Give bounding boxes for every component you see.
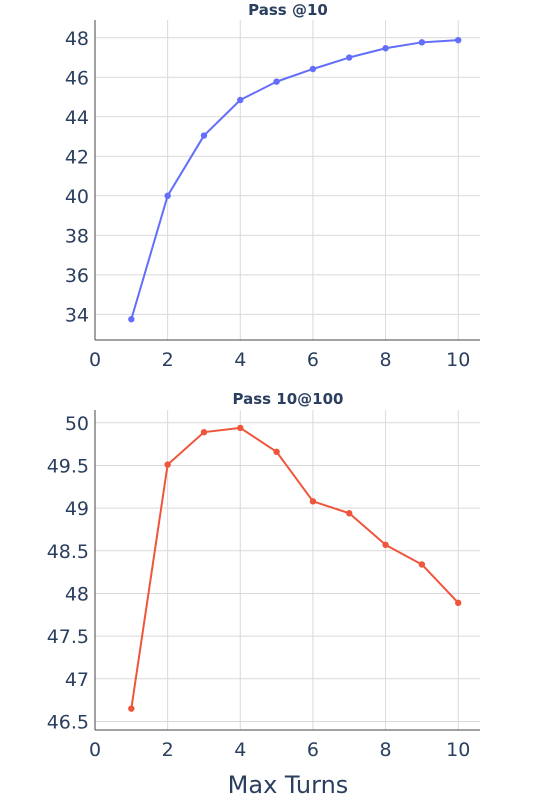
data-point xyxy=(273,78,280,85)
y-tick-label: 46.5 xyxy=(47,711,89,733)
chart-title: Pass 10@100 xyxy=(233,390,344,408)
y-tick-label: 46 xyxy=(65,67,89,89)
y-tick-label: 44 xyxy=(65,107,89,129)
data-point xyxy=(455,599,462,607)
series-line xyxy=(130,426,459,709)
x-tick-label: 10 xyxy=(446,349,470,371)
x-tick-label: 6 xyxy=(307,349,319,371)
x-tick-label: 2 xyxy=(162,739,174,761)
x-tick-label: 8 xyxy=(380,349,392,371)
data-point xyxy=(418,39,426,46)
data-point xyxy=(164,192,171,200)
data-point xyxy=(200,132,208,139)
data-point xyxy=(128,705,135,712)
y-tick-label: 34 xyxy=(65,304,89,326)
y-tick-label: 48 xyxy=(65,583,89,605)
data-point xyxy=(382,45,389,52)
data-point xyxy=(346,510,353,517)
data-point xyxy=(346,54,353,61)
x-tick-label: 10 xyxy=(446,739,470,761)
y-tick-label: 48 xyxy=(65,28,89,50)
data-point xyxy=(237,424,244,432)
data-point xyxy=(418,561,426,568)
y-tick-label: 40 xyxy=(65,186,89,208)
data-point xyxy=(309,65,317,73)
series-line xyxy=(130,39,459,320)
x-tick-label: 4 xyxy=(234,739,246,761)
data-point xyxy=(128,316,135,323)
data-point xyxy=(200,428,208,436)
data-point xyxy=(455,36,462,44)
x-tick-label: 0 xyxy=(89,349,101,371)
x-tick-label: 4 xyxy=(234,349,246,371)
chart-pass-10-at-100: Pass 10@100 0 2 4 6 8 10 46.5 47 47.5 48 48.5 49 49.… xyxy=(47,390,480,761)
x-tick-label: 0 xyxy=(89,739,101,761)
y-tick-label: 49.5 xyxy=(47,455,89,477)
x-tick-label: 2 xyxy=(162,349,174,371)
y-tick-label: 50 xyxy=(65,413,89,435)
x-tick-label: 8 xyxy=(380,739,392,761)
data-point xyxy=(164,461,171,468)
data-point xyxy=(309,498,317,505)
y-tick-label: 38 xyxy=(65,225,89,247)
y-tick-label: 49 xyxy=(65,498,89,520)
y-tick-label: 47 xyxy=(65,669,89,691)
y-tick-label: 48.5 xyxy=(47,541,89,563)
y-tick-label: 42 xyxy=(65,146,89,168)
y-tick-label: 36 xyxy=(65,265,89,287)
x-tick-label: 6 xyxy=(307,739,319,761)
data-point xyxy=(382,541,389,549)
y-tick-label: 47.5 xyxy=(47,626,89,648)
data-point xyxy=(237,96,244,104)
x-axis-label: Max Turns xyxy=(228,771,349,799)
data-point xyxy=(273,448,280,456)
chart-title: Pass @10 xyxy=(248,1,328,19)
